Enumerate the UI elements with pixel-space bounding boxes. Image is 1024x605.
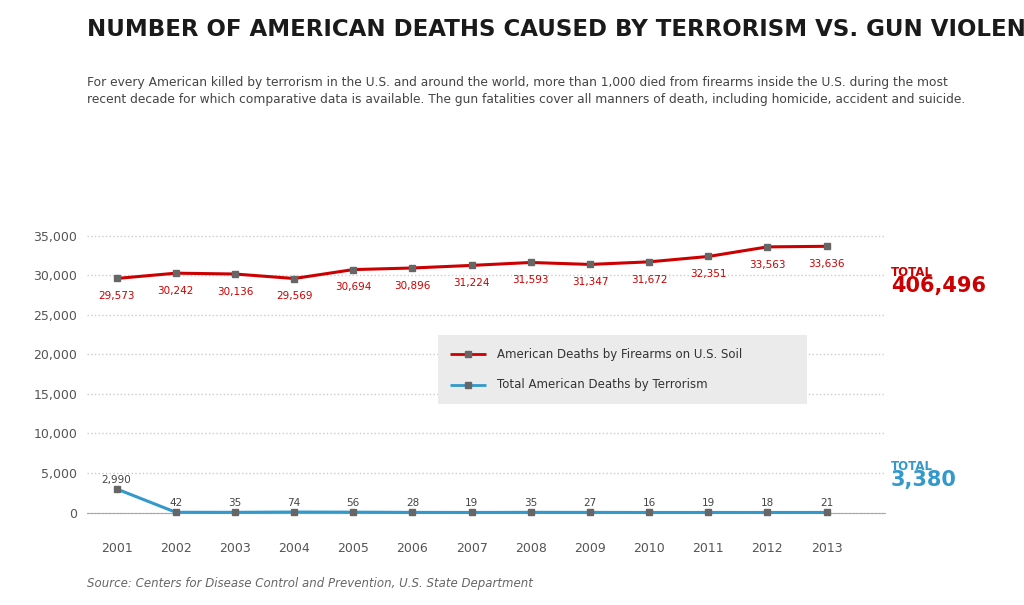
Text: 33,636: 33,636 [808,259,845,269]
Text: 18: 18 [761,498,774,508]
Text: 42: 42 [169,498,182,508]
Text: 406,496: 406,496 [891,276,986,296]
Text: 33,563: 33,563 [750,260,785,270]
Text: 56: 56 [347,498,359,508]
Text: 31,224: 31,224 [454,278,489,288]
Text: 29,569: 29,569 [275,291,312,301]
Text: 74: 74 [288,498,301,508]
Text: 16: 16 [642,498,655,508]
Text: 2,990: 2,990 [101,474,131,485]
Text: 30,896: 30,896 [394,281,431,290]
Text: 31,347: 31,347 [571,277,608,287]
Text: Total American Deaths by Terrorism: Total American Deaths by Terrorism [498,378,708,391]
Text: 3,380: 3,380 [891,470,956,490]
Text: 27: 27 [584,498,597,508]
Text: For every American killed by terrorism in the U.S. and around the world, more th: For every American killed by terrorism i… [87,76,966,106]
Text: 19: 19 [465,498,478,508]
Text: Source: Centers for Disease Control and Prevention, U.S. State Department: Source: Centers for Disease Control and … [87,577,532,590]
Text: TOTAL: TOTAL [891,460,933,473]
Text: TOTAL: TOTAL [891,266,933,279]
Text: 19: 19 [701,498,715,508]
Text: 31,593: 31,593 [513,275,549,285]
Text: 28: 28 [406,498,419,508]
Text: 32,351: 32,351 [690,269,726,279]
Text: 30,242: 30,242 [158,286,194,296]
Text: American Deaths by Firearms on U.S. Soil: American Deaths by Firearms on U.S. Soil [498,347,742,361]
Text: 31,672: 31,672 [631,275,668,284]
Text: 29,573: 29,573 [98,291,135,301]
Text: 30,136: 30,136 [217,287,253,296]
Text: 35: 35 [228,498,242,508]
Text: 30,694: 30,694 [335,283,372,292]
Text: 21: 21 [820,498,834,508]
Text: 35: 35 [524,498,538,508]
Text: NUMBER OF AMERICAN DEATHS CAUSED BY TERRORISM VS. GUN VIOLENCE: NUMBER OF AMERICAN DEATHS CAUSED BY TERR… [87,18,1024,41]
